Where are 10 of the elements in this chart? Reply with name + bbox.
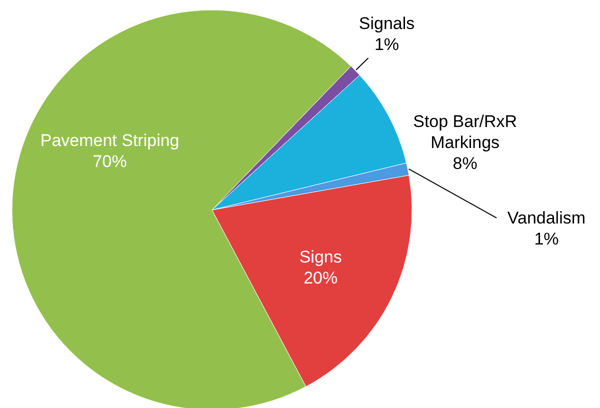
- slice-label: Pavement Striping: [40, 131, 180, 150]
- slice-label: Signals: [358, 14, 415, 34]
- data-label: 70%: [92, 152, 127, 171]
- data-label: 1%: [374, 35, 400, 54]
- data-label: 8%: [452, 154, 478, 174]
- data-label: 20%: [304, 268, 338, 288]
- slice-label: Signs: [299, 248, 342, 267]
- slice-label: Vandalism: [507, 208, 586, 228]
- slice-label: Stop Bar/RxR Markings: [413, 112, 518, 152]
- data-label: 1%: [534, 230, 559, 249]
